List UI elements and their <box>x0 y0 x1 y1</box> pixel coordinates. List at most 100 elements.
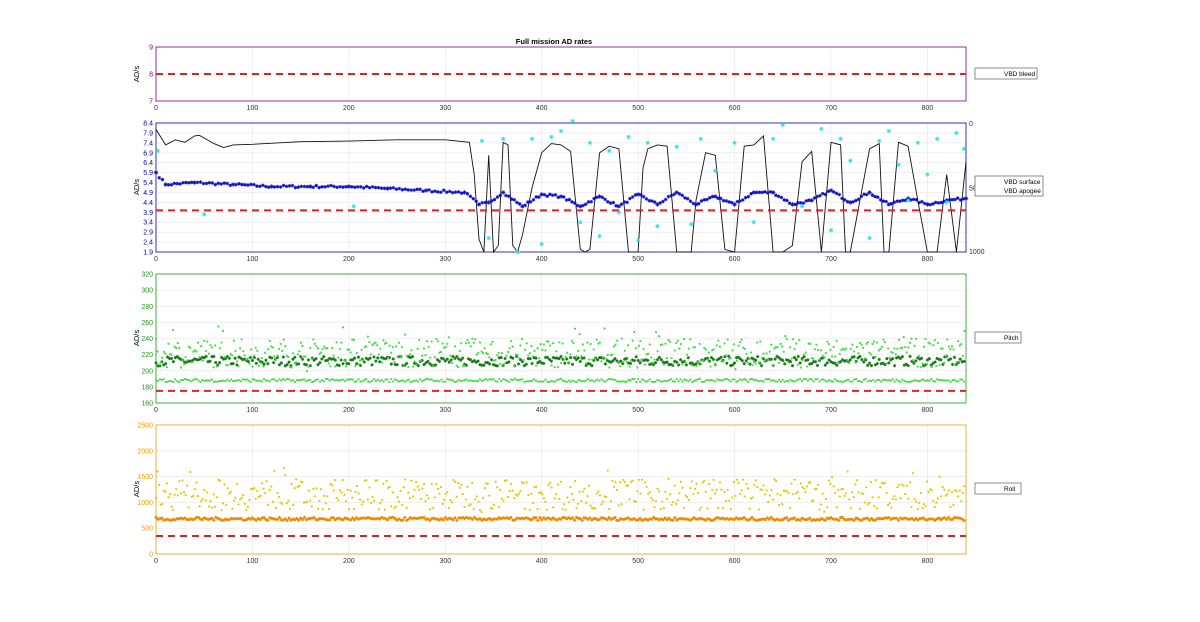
data-point <box>640 518 644 523</box>
data-point <box>621 379 624 383</box>
data-point <box>229 516 233 521</box>
data-point <box>522 516 526 521</box>
data-point <box>632 517 636 521</box>
data-point <box>927 517 931 521</box>
data-point <box>256 349 259 352</box>
data-point <box>898 356 903 361</box>
data-point <box>945 379 948 382</box>
plot-area-frame <box>155 122 967 253</box>
data-point <box>790 357 793 360</box>
data-point <box>368 516 372 520</box>
data-point <box>245 508 248 512</box>
data-point <box>570 118 575 124</box>
data-point <box>198 357 202 361</box>
data-point <box>529 380 532 383</box>
data-point <box>541 493 544 496</box>
data-point <box>496 380 499 383</box>
data-point <box>798 518 802 522</box>
data-point <box>201 359 204 362</box>
data-point <box>331 357 336 361</box>
data-point <box>405 379 408 382</box>
data-point <box>419 497 422 500</box>
data-point <box>270 485 273 488</box>
data-point <box>295 362 299 366</box>
data-point <box>318 352 321 355</box>
data-point <box>184 180 188 185</box>
data-point <box>726 488 729 491</box>
data-point <box>894 353 898 356</box>
data-point <box>178 380 181 384</box>
data-point <box>790 364 795 368</box>
data-point <box>250 358 255 363</box>
data-point <box>692 379 696 383</box>
data-point <box>916 365 919 368</box>
data-point <box>659 517 663 521</box>
data-point <box>894 498 898 501</box>
data-point <box>335 496 338 500</box>
data-point <box>339 358 343 362</box>
data-point <box>910 337 913 340</box>
data-point <box>594 379 597 382</box>
data-point <box>542 380 545 383</box>
data-point <box>654 331 658 334</box>
data-point <box>625 484 628 487</box>
data-point <box>669 378 673 381</box>
data-point <box>871 342 874 345</box>
data-point <box>173 518 177 522</box>
data-point <box>279 342 282 346</box>
data-point <box>511 345 514 348</box>
data-point <box>831 380 835 383</box>
data-point <box>818 193 822 198</box>
data-point <box>796 490 799 493</box>
data-point <box>457 366 460 369</box>
data-point <box>210 506 214 509</box>
data-point <box>179 357 183 362</box>
data-point <box>559 480 563 483</box>
data-point <box>754 479 757 482</box>
data-point <box>243 354 246 357</box>
data-point <box>286 377 289 380</box>
data-point <box>496 354 499 357</box>
data-point <box>584 516 588 520</box>
data-point <box>931 361 935 365</box>
data-point <box>603 197 607 202</box>
data-point <box>268 355 272 359</box>
data-point <box>677 380 680 383</box>
data-point <box>416 485 419 488</box>
data-point <box>862 378 865 381</box>
data-point <box>865 486 868 489</box>
data-point <box>563 516 567 520</box>
data-point <box>673 359 677 363</box>
data-point <box>684 494 687 497</box>
data-point <box>405 361 409 365</box>
data-point <box>678 492 681 495</box>
data-point <box>229 362 233 366</box>
data-point <box>768 494 771 497</box>
data-point <box>800 357 804 361</box>
data-point <box>240 338 243 341</box>
data-point <box>796 363 799 366</box>
data-point <box>598 379 601 382</box>
data-point <box>813 348 817 351</box>
legend-roll: Roll <box>974 482 1022 495</box>
data-point <box>867 518 872 522</box>
data-point <box>946 493 949 496</box>
data-point <box>549 517 553 521</box>
data-point <box>256 489 259 492</box>
data-point <box>265 480 268 483</box>
data-point <box>254 361 258 365</box>
data-point <box>455 518 459 522</box>
data-point <box>870 193 875 197</box>
data-point <box>274 379 277 382</box>
data-point <box>891 378 894 381</box>
data-point <box>552 342 555 345</box>
data-point <box>916 356 920 360</box>
data-point <box>272 378 275 381</box>
data-point <box>553 365 556 369</box>
data-point <box>575 355 578 358</box>
data-point <box>538 359 542 364</box>
data-point <box>312 358 316 362</box>
data-point <box>469 379 472 382</box>
data-point <box>388 485 391 489</box>
data-point <box>331 516 336 520</box>
